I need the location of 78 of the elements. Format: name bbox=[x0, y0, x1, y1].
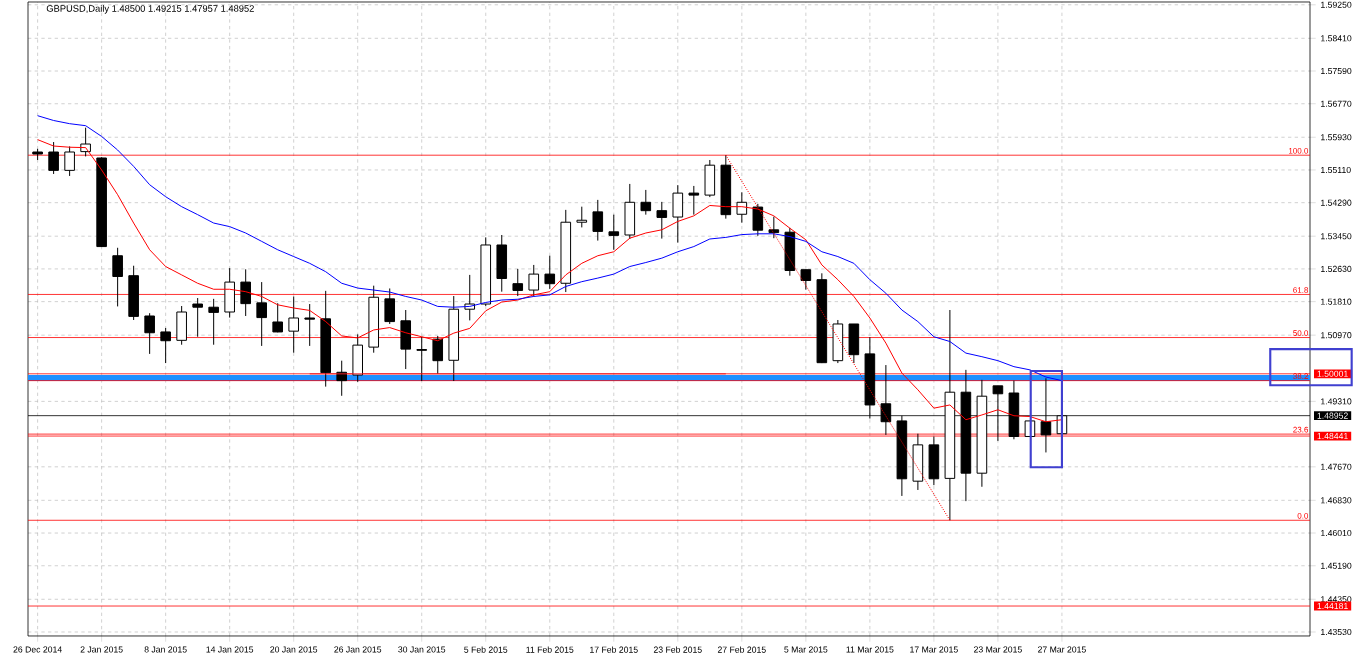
candlestick bbox=[752, 203, 764, 237]
x-tick-label: 30 Jan 2015 bbox=[398, 646, 446, 653]
candlestick bbox=[416, 336, 428, 382]
candlestick bbox=[464, 274, 476, 321]
candlestick bbox=[688, 185, 700, 216]
candlestick bbox=[160, 327, 171, 364]
y-tick-label: 1.49310 bbox=[1321, 398, 1352, 405]
x-tick-label: 20 Jan 2015 bbox=[270, 646, 318, 653]
candlestick bbox=[672, 184, 684, 244]
y-tick-label: 1.45190 bbox=[1321, 562, 1352, 569]
candlestick bbox=[640, 189, 652, 216]
candlestick bbox=[544, 255, 556, 290]
candlestick bbox=[112, 247, 123, 307]
candlestick bbox=[512, 268, 524, 297]
ref-line-label: 1.48952 bbox=[1317, 412, 1348, 419]
candlestick bbox=[736, 191, 748, 224]
y-tick-label: 1.51810 bbox=[1321, 298, 1352, 305]
y-tick-label: 1.50970 bbox=[1321, 332, 1352, 339]
ref-line-label: 1.50001 bbox=[1317, 370, 1348, 377]
x-tick-label: 26 Dec 2014 bbox=[13, 646, 62, 653]
x-tick-label: 2 Jan 2015 bbox=[80, 646, 123, 653]
y-tick-label: 1.58410 bbox=[1321, 35, 1352, 42]
annotation: 100.0 bbox=[1288, 147, 1309, 154]
candlestick bbox=[592, 199, 604, 242]
candlestick bbox=[64, 145, 75, 177]
x-tick-label: 14 Jan 2015 bbox=[206, 646, 254, 653]
y-tick-label: 1.47670 bbox=[1321, 463, 1352, 470]
y-tick-label: 1.55110 bbox=[1321, 166, 1351, 174]
x-tick-label: 17 Mar 2015 bbox=[910, 646, 958, 653]
y-tick-label: 1.44350 bbox=[1321, 596, 1352, 603]
ref-line-label: 1.48441 bbox=[1317, 432, 1348, 440]
candlestick bbox=[304, 303, 315, 347]
y-tick-label: 1.43530 bbox=[1321, 628, 1352, 636]
x-tick-label: 26 Jan 2015 bbox=[334, 646, 382, 653]
y-tick-label: 1.56770 bbox=[1321, 100, 1352, 107]
candlestick bbox=[144, 312, 155, 355]
candlestick bbox=[528, 264, 540, 297]
x-tick-label: 23 Feb 2015 bbox=[653, 646, 702, 653]
candlestick bbox=[384, 287, 396, 325]
candlestick bbox=[272, 302, 283, 333]
y-tick-label: 1.52630 bbox=[1321, 265, 1352, 272]
x-tick-label: 27 Mar 2015 bbox=[1038, 646, 1086, 653]
x-tick-label: 17 Feb 2015 bbox=[590, 646, 638, 653]
annotation: 0.0 bbox=[1297, 513, 1309, 519]
y-tick-label: 1.53450 bbox=[1321, 233, 1352, 240]
candlestick bbox=[208, 298, 219, 346]
x-tick-label: 23 Mar 2015 bbox=[974, 646, 1022, 653]
candlestick bbox=[240, 268, 251, 317]
x-tick-label: 5 Feb 2015 bbox=[464, 646, 508, 653]
x-tick-label: 5 Mar 2015 bbox=[784, 646, 828, 653]
y-tick-label: 1.46830 bbox=[1321, 497, 1352, 504]
ref-line-label: 1.44181 bbox=[1317, 602, 1348, 610]
candlestick bbox=[656, 201, 668, 240]
candlestick bbox=[432, 335, 444, 375]
x-tick-label: 11 Feb 2015 bbox=[526, 646, 574, 653]
candlestick bbox=[608, 214, 620, 251]
annotation: 61.8 bbox=[1293, 287, 1309, 293]
annotation: 23.6 bbox=[1293, 426, 1309, 433]
candlestick bbox=[768, 216, 780, 239]
y-tick-label: 1.54290 bbox=[1321, 199, 1352, 206]
y-tick-label: 1.59250 bbox=[1321, 1, 1352, 8]
candlestick bbox=[800, 269, 812, 291]
annotation: 50.0 bbox=[1293, 330, 1309, 336]
candlestick bbox=[336, 360, 348, 397]
candlestick bbox=[256, 281, 267, 347]
line-series bbox=[37, 115, 1063, 382]
candlestick bbox=[576, 206, 588, 228]
y-tick-label: 1.55930 bbox=[1321, 134, 1352, 141]
y-tick-label: 1.46010 bbox=[1321, 529, 1352, 537]
candlestick bbox=[48, 141, 59, 175]
candlestick bbox=[192, 297, 203, 338]
x-tick-label: 27 Feb 2015 bbox=[717, 646, 766, 653]
chart-title: GBPUSD,Daily 1.48500 1.49215 1.47957 1.48952 bbox=[46, 4, 254, 14]
x-tick-label: 11 Mar 2015 bbox=[846, 646, 894, 653]
y-tick-label: 1.57590 bbox=[1321, 67, 1352, 75]
x-tick-label: 8 Jan 2015 bbox=[144, 646, 187, 653]
annotation: 38.2 bbox=[1293, 373, 1309, 380]
candlestick bbox=[288, 295, 299, 354]
